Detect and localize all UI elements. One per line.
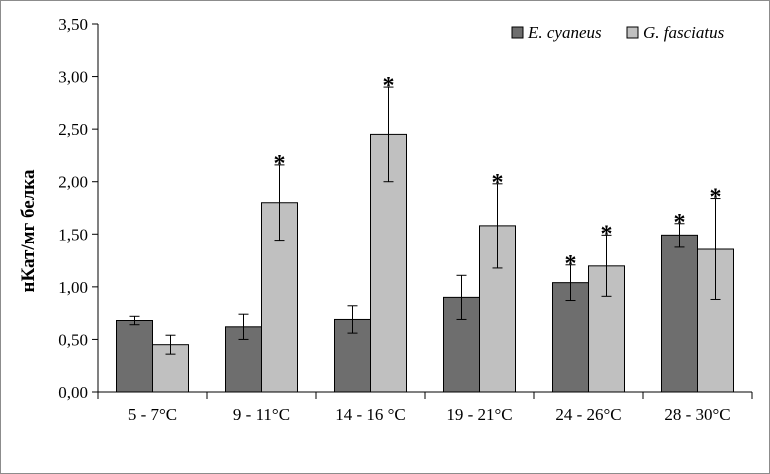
significance-marker: * [383, 73, 395, 99]
x-tick-label: 24 - 26°C [555, 405, 621, 424]
y-tick-label: 3,00 [58, 68, 88, 87]
y-tick-label: 0,50 [58, 330, 88, 349]
bar [661, 234, 698, 393]
y-tick-label: 0,00 [58, 383, 88, 402]
x-axis-ticks: 5 - 7°C 9 - 11°C 14 - 16 °C 19 - 21°C 24 - 2… [97, 392, 753, 424]
legend-swatch [511, 26, 524, 39]
x-tick-label: 14 - 16 °C [335, 405, 406, 424]
y-axis-label: нКат/мг белка [18, 169, 39, 292]
error-bars [129, 86, 721, 355]
x-tick-label: 19 - 21°C [446, 405, 512, 424]
significance-marker: * [492, 170, 504, 196]
y-tick-label: 1,00 [58, 278, 88, 297]
y-tick-label: 2,00 [58, 173, 88, 192]
significance-markers: * * * * * * * [274, 73, 722, 277]
significance-marker: * [710, 185, 722, 211]
bar [116, 320, 153, 393]
legend-swatch [626, 26, 639, 39]
bars [116, 133, 734, 393]
y-tick-label: 3,50 [58, 15, 88, 34]
x-tick-label: 9 - 11°C [233, 405, 290, 424]
x-tick-label: 5 - 7°C [128, 405, 177, 424]
legend-label: E. cyaneus [527, 23, 602, 42]
significance-marker: * [565, 251, 577, 277]
y-tick-label: 1,50 [58, 225, 88, 244]
significance-marker: * [274, 151, 286, 177]
legend-label: G. fasciatus [643, 23, 725, 42]
significance-marker: * [674, 210, 686, 236]
y-tick-label: 2,50 [58, 120, 88, 139]
x-tick-label: 28 - 30°C [664, 405, 730, 424]
legend: E. cyaneus G. fasciatus [511, 23, 725, 42]
significance-marker: * [601, 221, 613, 247]
y-axis-ticks: 0,00 0,50 1,00 1,50 2,00 2,50 3,00 3,50 [58, 15, 98, 402]
axes [97, 24, 752, 393]
